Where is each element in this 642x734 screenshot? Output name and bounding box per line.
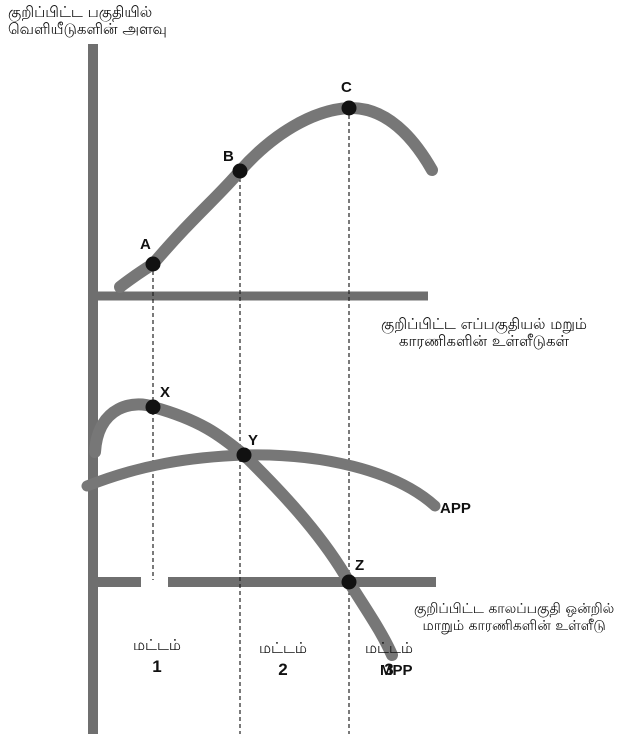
point-x-label: X	[160, 384, 171, 401]
point-c-marker	[341, 100, 357, 116]
point-z-marker	[341, 574, 357, 590]
stage-1: மட்டம் 1	[122, 634, 192, 678]
y-axis-label-line-2: வெளியீடுகளின் அளவு	[8, 20, 167, 38]
stage-3: மட்டம் 3	[354, 637, 424, 681]
point-x-marker	[145, 399, 161, 415]
stage-2-word: மட்டம்	[258, 639, 308, 657]
mpp-curve	[89, 398, 398, 661]
stage-2-number: 2	[278, 660, 288, 679]
bottom-x-axis-label: குறிப்பிட்ட காலப்பகுதி ஒன்றில் மாறும் கா…	[414, 601, 614, 635]
point-b-label: B	[223, 148, 234, 165]
stage-1-word: மட்டம்	[132, 636, 182, 654]
y-axis-label-line-1: குறிப்பிட்ட பகுதியில்	[8, 3, 153, 21]
top-x-axis-label-line-1: குறிப்பிட்ட எப்பகுதியல் மறும்	[381, 315, 587, 333]
point-y-marker	[236, 447, 252, 463]
point-y-label: Y	[248, 432, 259, 449]
total-product-curve	[114, 101, 438, 293]
point-a-label: A	[140, 236, 151, 253]
top-x-axis-label-line-2: காரணிகளின் உள்ளீடுகள்	[398, 332, 570, 350]
app-curve-label: APP	[440, 500, 471, 517]
point-c-label: C	[341, 79, 352, 96]
stage-3-word: மட்டம்	[364, 639, 414, 657]
point-z-label: Z	[355, 557, 365, 574]
y-axis-label: குறிப்பிட்ட பகுதியில் வெளியீடுகளின் அளவு	[8, 4, 167, 38]
top-x-axis-label: குறிப்பிட்ட எப்பகுதியல் மறும் காரணிகளின்…	[381, 316, 587, 350]
stage-2: மட்டம் 2	[248, 637, 318, 681]
stage-1-number: 1	[152, 657, 162, 676]
bottom-x-axis-label-line-1: குறிப்பிட்ட காலப்பகுதி ஒன்றில்	[414, 601, 615, 617]
bottom-x-axis-label-line-2: மாறும் காரணிகளின் உள்ளீடு	[422, 618, 606, 634]
stage-3-number: 3	[384, 660, 394, 679]
mpp-curve-label: MPP	[380, 662, 413, 679]
point-b-marker	[232, 163, 248, 179]
point-a-marker	[145, 256, 161, 272]
